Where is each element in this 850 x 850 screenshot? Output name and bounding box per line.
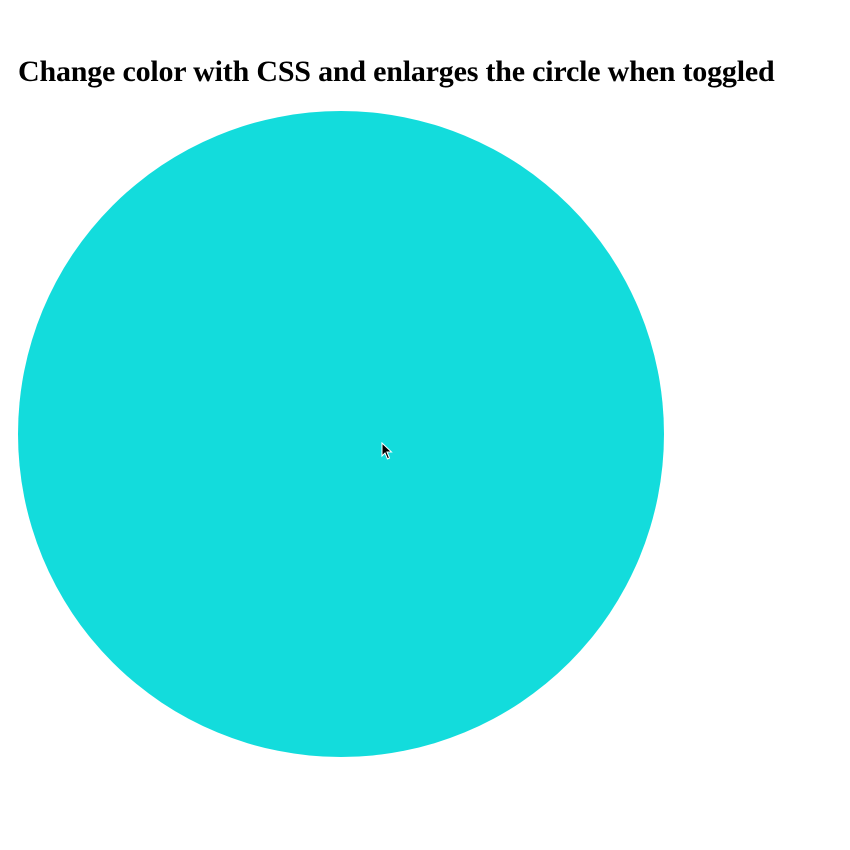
toggle-circle[interactable] — [18, 111, 664, 757]
page-title: Change color with CSS and enlarges the c… — [18, 55, 775, 88]
